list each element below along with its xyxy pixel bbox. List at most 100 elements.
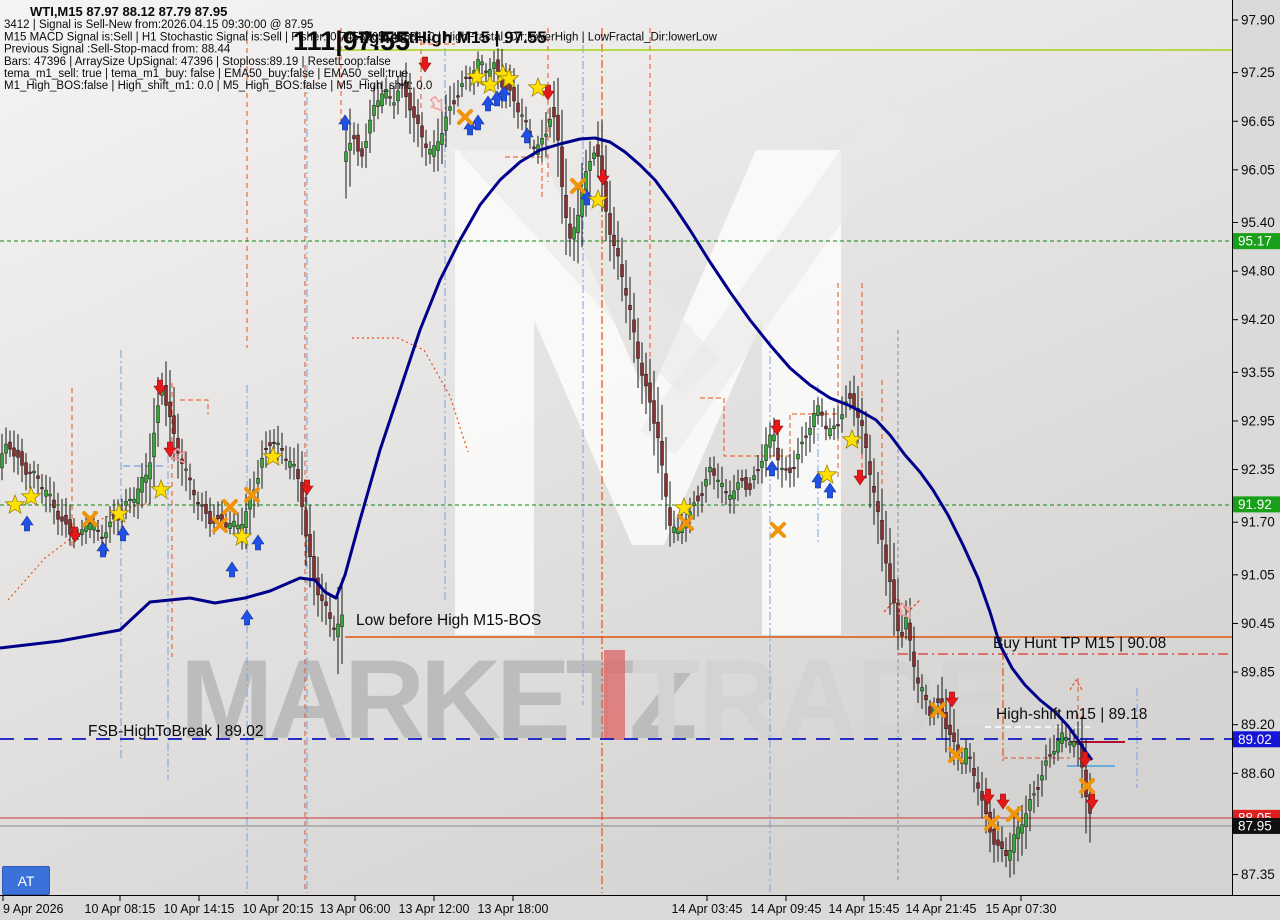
price-tick-label: 87.35 xyxy=(1241,867,1275,882)
candle-body xyxy=(660,441,664,466)
candle-body xyxy=(100,536,104,539)
candle-body xyxy=(360,148,364,157)
candle xyxy=(200,492,204,522)
candle xyxy=(820,398,824,428)
candle-body xyxy=(544,133,548,137)
candle-body xyxy=(192,489,196,496)
candle-body xyxy=(20,451,24,466)
candle xyxy=(708,457,712,485)
autotrade-button[interactable]: AT xyxy=(2,866,50,895)
candle xyxy=(432,130,436,172)
candle xyxy=(264,431,268,468)
candle-body xyxy=(412,106,416,118)
x-stroke xyxy=(457,109,473,125)
candle-body xyxy=(728,494,732,500)
candle-body xyxy=(184,468,188,471)
candle-body xyxy=(348,142,352,151)
price-tick-label: 92.35 xyxy=(1241,462,1275,477)
candle-body xyxy=(548,119,552,127)
candle xyxy=(8,430,12,458)
candle-body xyxy=(740,478,744,481)
x-cross-icon xyxy=(948,747,964,763)
candle-body xyxy=(432,145,436,157)
candle-body xyxy=(640,362,644,376)
candle xyxy=(1044,744,1048,781)
x-stroke xyxy=(1079,778,1095,794)
candle-body xyxy=(300,482,304,507)
candle-body xyxy=(708,466,712,473)
candle xyxy=(388,84,392,107)
candle-body xyxy=(920,687,924,692)
buy-arrow-icon xyxy=(251,534,265,551)
candle-body xyxy=(372,105,376,116)
candle xyxy=(108,506,112,543)
candle xyxy=(692,491,696,520)
candle xyxy=(448,85,452,125)
sell-arrow-icon xyxy=(1085,793,1099,810)
candle xyxy=(288,446,292,480)
buy-arrow-icon xyxy=(520,127,534,144)
price-tick-label: 97.25 xyxy=(1241,65,1275,80)
candle-body xyxy=(332,627,336,630)
candle xyxy=(484,63,488,83)
x-cross-icon xyxy=(570,178,586,194)
candle-body xyxy=(668,507,672,526)
candle-body xyxy=(188,477,192,481)
sell-arrow-icon xyxy=(945,691,959,708)
sell-arrow-icon xyxy=(1078,751,1092,768)
star-icon xyxy=(816,463,838,485)
candle xyxy=(96,520,100,542)
candle-body xyxy=(64,514,68,525)
candle xyxy=(336,586,340,675)
price-tick-label: 95.40 xyxy=(1241,215,1275,230)
signal-markers xyxy=(4,56,1099,831)
candle-body xyxy=(136,488,140,504)
candle xyxy=(768,422,772,459)
candle xyxy=(780,448,784,488)
candle-body xyxy=(764,444,768,461)
sell-arrow-icon xyxy=(996,793,1010,810)
candle-body xyxy=(888,563,892,582)
time-tick-label: 10 Apr 20:15 xyxy=(243,902,314,916)
candle-body xyxy=(456,95,460,98)
candle-body xyxy=(1016,827,1020,840)
candle xyxy=(876,472,880,544)
candle-body xyxy=(428,148,432,155)
x-stroke xyxy=(984,815,1000,831)
candle-body xyxy=(480,61,484,66)
star-icon xyxy=(673,496,695,518)
candle-body xyxy=(484,70,488,73)
x-stroke xyxy=(1006,806,1022,822)
candle-body xyxy=(440,133,444,145)
price-axis[interactable]: 97.90 97.25 96.65 96.05 95.40 94.80 94.20 93.55… xyxy=(1232,0,1280,895)
candle xyxy=(676,514,680,541)
candle-body xyxy=(620,264,624,277)
candle xyxy=(332,615,336,641)
candle-body xyxy=(532,146,536,149)
candle-body xyxy=(16,449,20,458)
candle xyxy=(232,509,236,534)
candle-body xyxy=(208,511,212,524)
candle-body xyxy=(744,477,748,490)
candle-body xyxy=(616,248,620,257)
info-line: Previous Signal :Sell-Stop-macd from: 88… xyxy=(4,44,231,56)
candle-body xyxy=(264,448,268,451)
time-tick-label: 15 Apr 07:30 xyxy=(986,902,1057,916)
candle-body xyxy=(1008,850,1012,861)
candle xyxy=(748,477,752,496)
candle-body xyxy=(628,305,632,310)
candle-body xyxy=(872,486,876,493)
candle xyxy=(300,451,304,536)
candle-body xyxy=(388,96,392,99)
candle-body xyxy=(260,457,264,468)
candle-body xyxy=(704,479,708,487)
x-cross-icon xyxy=(82,511,98,527)
price-badge-label: 95.17 xyxy=(1238,234,1272,249)
time-axis[interactable]: 9 Apr 2026 10 Apr 08:15 10 Apr 14:15 10 Apr… xyxy=(0,895,1280,920)
x-cross-icon xyxy=(678,515,694,531)
candle-body xyxy=(632,319,636,333)
candle-body xyxy=(396,90,400,102)
candle xyxy=(632,292,636,363)
candle xyxy=(132,487,136,518)
